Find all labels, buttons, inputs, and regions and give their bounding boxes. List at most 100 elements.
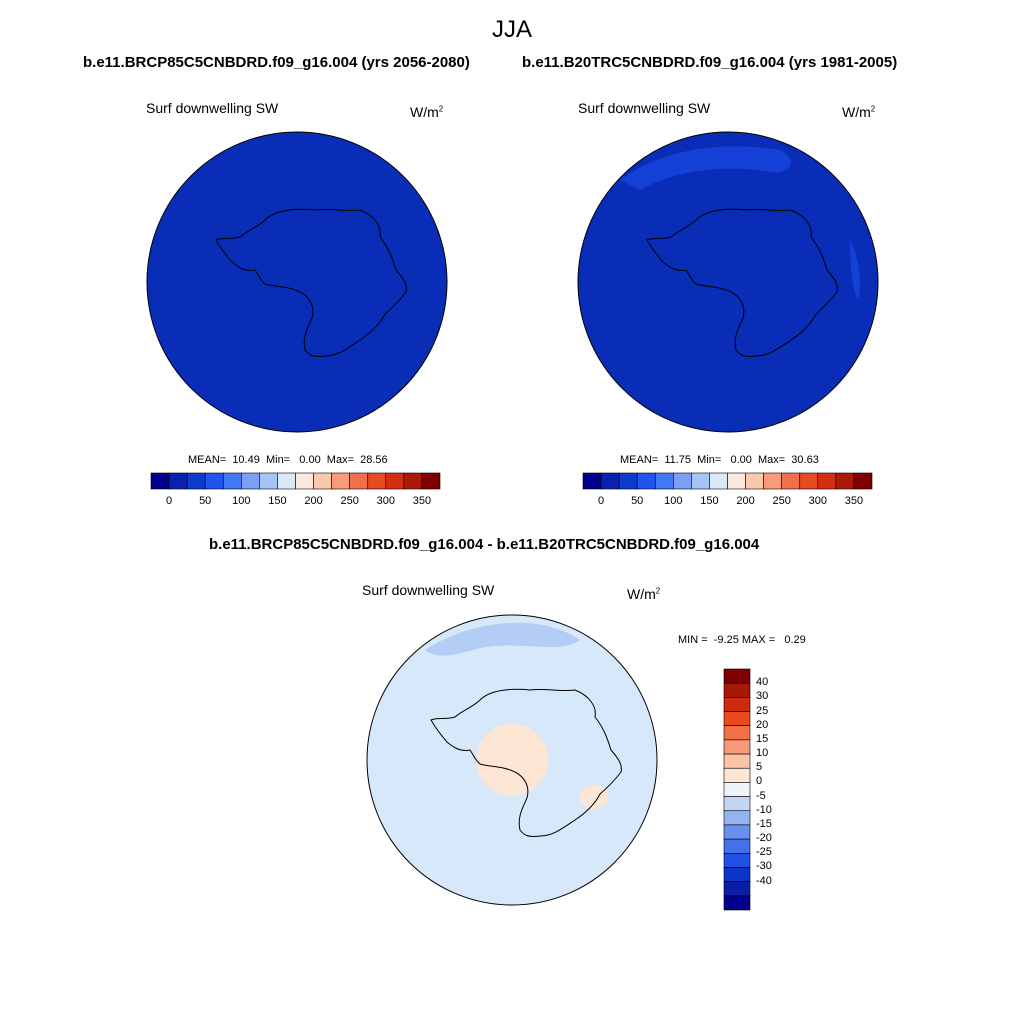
colorbar-tick-label: -5 bbox=[756, 789, 766, 802]
colorbar-tick-label: 150 bbox=[268, 495, 287, 507]
colorbar-tick-label: 200 bbox=[304, 495, 323, 507]
colorbar-swatch bbox=[723, 810, 751, 826]
diff-variable-label: Surf downwelling SW bbox=[362, 582, 495, 598]
diff-colorbar bbox=[723, 668, 751, 911]
colorbar-swatch bbox=[723, 711, 751, 727]
colorbar-tick-label: -20 bbox=[756, 832, 772, 845]
colorbar-tick-label: 50 bbox=[199, 495, 212, 507]
colorbar-tick-label: 300 bbox=[376, 495, 395, 507]
colorbar-tick-label: 250 bbox=[772, 495, 791, 507]
colorbar-tick-label: 150 bbox=[700, 495, 719, 507]
colorbar-tick-label: 0 bbox=[756, 775, 763, 788]
diff-map bbox=[366, 614, 658, 906]
left-map bbox=[146, 131, 448, 433]
colorbar-swatch bbox=[723, 697, 751, 712]
colorbar-swatch bbox=[618, 472, 638, 490]
right-case-title: b.e11.B20TRC5CNBDRD.f09_g16.004 (yrs 198… bbox=[522, 54, 898, 71]
right-stats: MEAN= 11.75 Min= 0.00 Max= 30.63 bbox=[620, 454, 819, 466]
colorbar-tick-label: 50 bbox=[631, 495, 644, 507]
left-map-disk bbox=[146, 131, 448, 433]
colorbar-tick-label: 0 bbox=[598, 495, 605, 507]
colorbar-tick-label: 100 bbox=[664, 495, 683, 507]
colorbar-swatch bbox=[723, 796, 751, 812]
colorbar-swatch bbox=[709, 472, 728, 490]
colorbar-swatch bbox=[222, 472, 242, 490]
right-map-patch-north bbox=[620, 146, 791, 190]
right-variable-label: Surf downwelling SW bbox=[578, 100, 711, 116]
colorbar-swatch bbox=[150, 472, 170, 490]
colorbar-swatch bbox=[204, 472, 224, 490]
colorbar-tick-label: 10 bbox=[756, 747, 769, 760]
diff-case-title: b.e11.BRCP85C5CNBDRD.f09_g16.004 - b.e11… bbox=[209, 536, 760, 553]
colorbar-swatch bbox=[817, 472, 837, 490]
left-variable-label: Surf downwelling SW bbox=[146, 100, 279, 116]
colorbar-tick-label: 15 bbox=[756, 732, 769, 745]
colorbar-tick-label: -15 bbox=[756, 817, 772, 830]
colorbar-swatch bbox=[853, 472, 873, 490]
colorbar-tick-label: 0 bbox=[166, 495, 173, 507]
colorbar-tick-label: 250 bbox=[340, 495, 359, 507]
colorbar-swatch bbox=[723, 782, 751, 797]
colorbar-swatch bbox=[654, 472, 674, 490]
colorbar-swatch bbox=[295, 472, 314, 490]
colorbar-tick-label: -30 bbox=[756, 860, 772, 873]
colorbar-swatch bbox=[673, 472, 692, 490]
colorbar-tick-label: 5 bbox=[756, 761, 763, 774]
colorbar-swatch bbox=[582, 472, 602, 490]
colorbar-swatch bbox=[745, 472, 764, 490]
colorbar-swatch bbox=[421, 472, 441, 490]
colorbar-swatch bbox=[723, 867, 751, 882]
colorbar-swatch bbox=[723, 852, 751, 868]
colorbar-tick-label: 350 bbox=[844, 495, 864, 507]
left-units-label: W/m2 bbox=[410, 104, 444, 120]
colorbar-tick-label: 40 bbox=[756, 676, 769, 689]
colorbar-swatch bbox=[723, 767, 751, 783]
right-map-disk bbox=[577, 131, 879, 433]
right-units-label: W/m2 bbox=[842, 104, 876, 120]
colorbar-swatch bbox=[313, 472, 332, 490]
diff-stats: MIN = -9.25 MAX = 0.29 bbox=[678, 634, 806, 646]
diff-positive-pole bbox=[476, 724, 548, 796]
colorbar-tick-label: 20 bbox=[756, 718, 769, 731]
colorbar-swatch bbox=[727, 472, 746, 490]
right-map-patch-east bbox=[850, 240, 860, 300]
colorbar-tick-label: 350 bbox=[412, 495, 432, 507]
colorbar-tick-label: 200 bbox=[736, 495, 755, 507]
colorbar-tick-label: -10 bbox=[756, 803, 772, 816]
colorbar-swatch bbox=[331, 472, 350, 490]
colorbar-swatch bbox=[723, 739, 751, 755]
colorbar-tick-label: 30 bbox=[756, 690, 769, 703]
colorbar-swatch bbox=[723, 753, 751, 769]
colorbar-swatch bbox=[385, 472, 405, 490]
colorbar-swatch bbox=[799, 472, 819, 490]
colorbar-tick-label: 25 bbox=[756, 704, 769, 717]
diff-positive-coast bbox=[580, 785, 608, 809]
left-stats: MEAN= 10.49 Min= 0.00 Max= 28.56 bbox=[188, 454, 388, 466]
left-case-title: b.e11.BRCP85C5CNBDRD.f09_g16.004 (yrs 20… bbox=[83, 54, 470, 71]
diff-units-label: W/m2 bbox=[627, 586, 661, 602]
colorbar-swatch bbox=[691, 472, 710, 490]
colorbar-swatch bbox=[403, 472, 423, 490]
colorbar-swatch bbox=[723, 824, 751, 840]
colorbar-swatch bbox=[723, 682, 751, 698]
colorbar-swatch bbox=[723, 895, 751, 911]
diff-negative-patch bbox=[425, 622, 580, 656]
colorbar-swatch bbox=[723, 725, 751, 741]
colorbar-swatch bbox=[723, 668, 751, 684]
colorbar-swatch bbox=[241, 472, 260, 490]
right-colorbar bbox=[582, 472, 873, 490]
colorbar-swatch bbox=[723, 838, 751, 854]
colorbar-swatch bbox=[259, 472, 278, 490]
colorbar-tick-label: 300 bbox=[808, 495, 827, 507]
colorbar-swatch bbox=[600, 472, 620, 490]
left-colorbar bbox=[150, 472, 441, 490]
figure-title: JJA bbox=[491, 16, 532, 43]
colorbar-swatch bbox=[835, 472, 855, 490]
colorbar-tick-label: -40 bbox=[756, 874, 772, 887]
right-map bbox=[577, 131, 879, 433]
colorbar-swatch bbox=[277, 472, 296, 490]
colorbar-tick-label: 100 bbox=[232, 495, 251, 507]
colorbar-swatch bbox=[349, 472, 369, 490]
colorbar-swatch bbox=[723, 881, 751, 897]
colorbar-swatch bbox=[367, 472, 387, 490]
